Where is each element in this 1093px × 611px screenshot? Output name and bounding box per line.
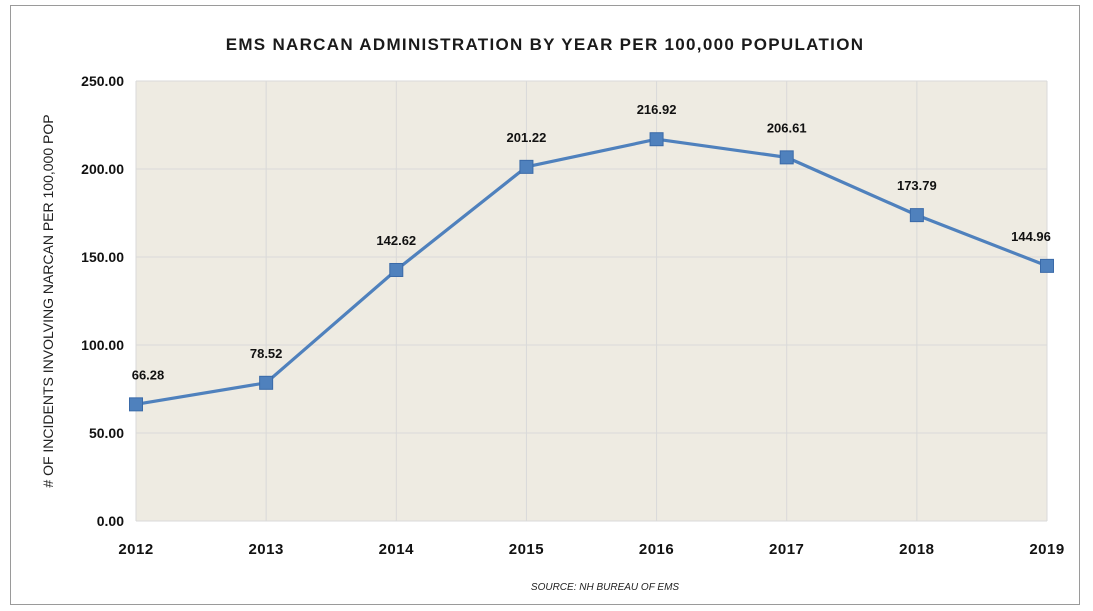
line-chart: EMS NARCAN ADMINISTRATION BY YEAR PER 10… [40,35,1064,593]
data-point-marker [129,397,143,412]
source-note: SOURCE: NH BUREAU OF EMS [531,582,679,593]
x-tick-label: 2012 [118,541,153,558]
y-tick-label: 150.00 [81,249,124,265]
data-point-marker [519,159,534,174]
data-point-marker [259,375,274,390]
x-tick-label: 2015 [509,541,544,558]
data-label: 216.92 [637,102,677,117]
data-point-marker [909,208,924,223]
data-label: 142.62 [376,233,416,248]
data-label: 78.52 [250,346,283,361]
data-label: 173.79 [897,178,937,193]
series-line-group [129,132,1054,412]
x-tick-label: 2014 [379,541,415,558]
x-tick-label: 2013 [248,541,283,558]
x-tick-label: 2016 [639,541,674,558]
x-tick-label: 2019 [1029,541,1064,558]
data-labels: 66.28 78.52 142.62 201.22 216.92 206.61 173.79… [132,102,1051,382]
y-tick-label: 0.00 [97,513,124,529]
data-label: 201.22 [507,130,547,145]
chart-title: EMS NARCAN ADMINISTRATION BY YEAR PER 10… [226,35,865,54]
data-point-marker [389,262,404,277]
data-label: 144.96 [1011,229,1051,244]
data-label: 66.28 [132,367,165,382]
data-point-marker [779,150,794,165]
y-axis-ticks: 0.00 50.00 100.00 150.00 200.00 250.00 [81,73,124,529]
series-line [135,137,1048,406]
y-axis-label: # OF INCIDENTS INVOLVING NARCAN PER 100,… [40,114,56,487]
plot-area [136,81,1047,521]
data-point-marker [649,132,664,147]
data-point-marker [1040,258,1054,273]
y-tick-label: 200.00 [81,161,124,177]
x-axis-ticks: 2012 2013 2014 2015 2016 2017 2018 2019 [118,541,1064,558]
x-tick-label: 2017 [769,541,804,558]
y-tick-label: 100.00 [81,337,124,353]
chart-frame: EMS NARCAN ADMINISTRATION BY YEAR PER 10… [10,5,1080,605]
y-tick-label: 250.00 [81,73,124,89]
data-label: 206.61 [767,120,807,135]
y-tick-label: 50.00 [89,425,124,441]
x-tick-label: 2018 [899,541,934,558]
